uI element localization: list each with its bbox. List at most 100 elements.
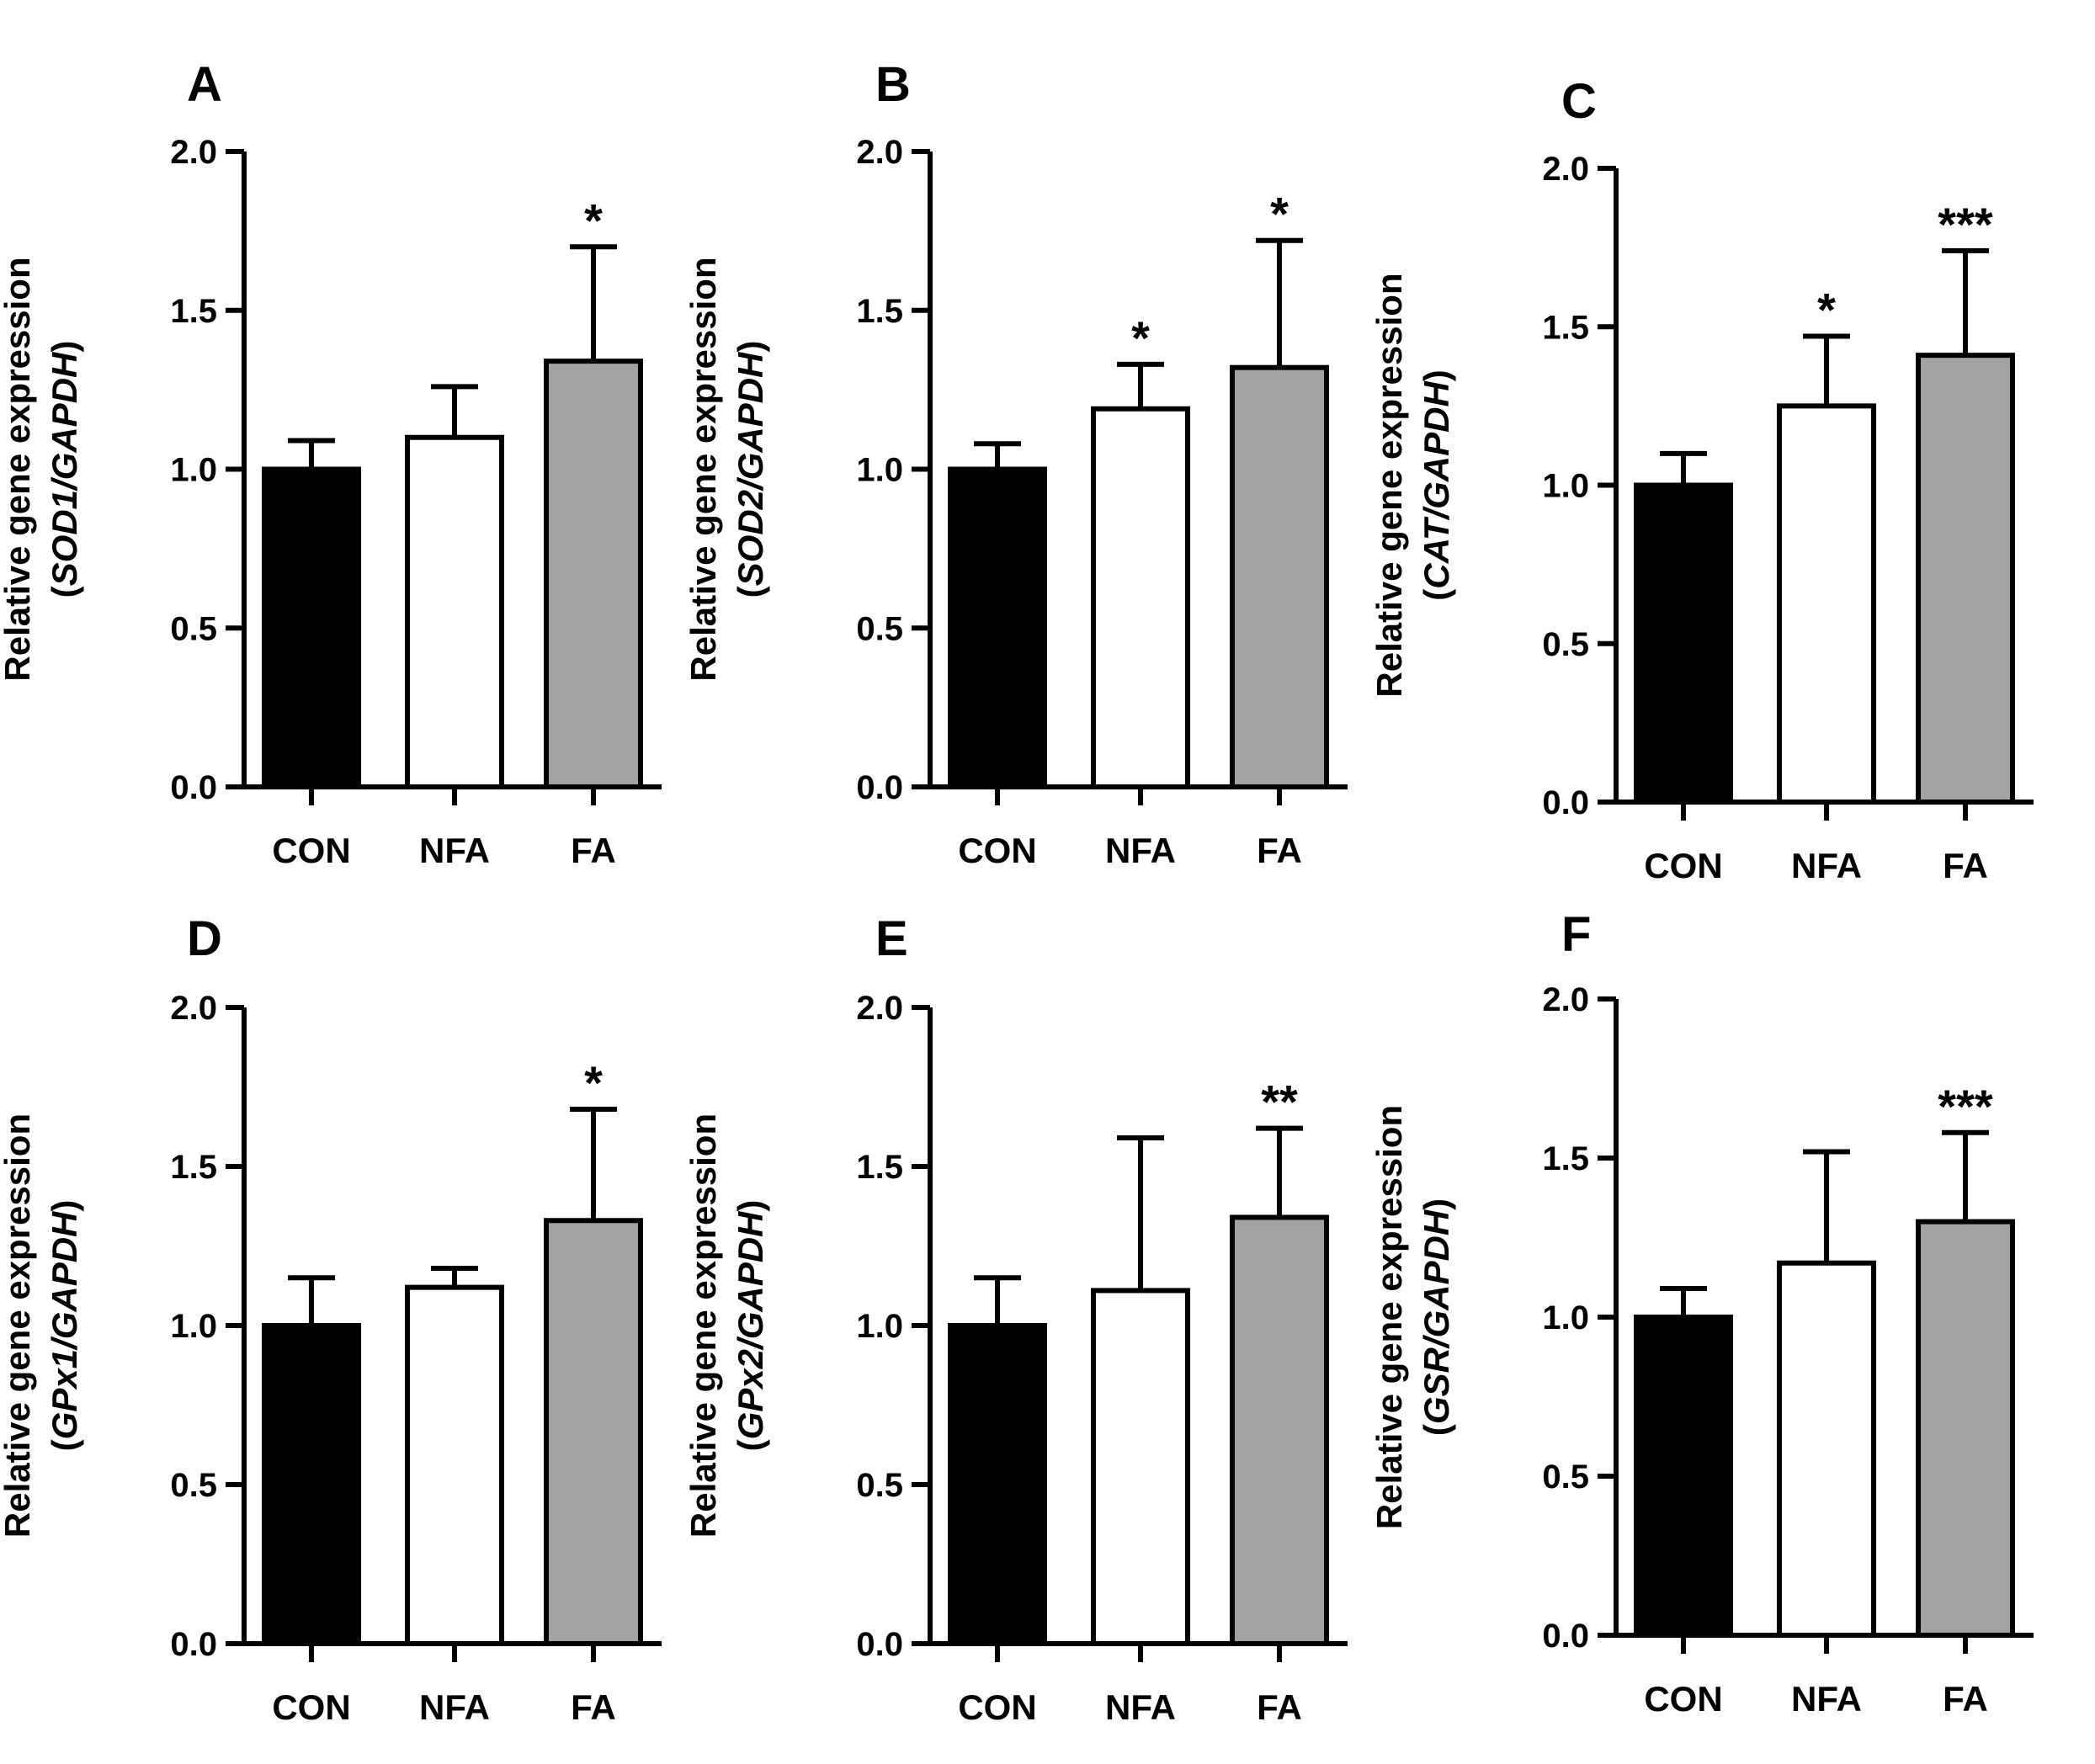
bar-con [262, 1323, 361, 1646]
panel-label: A [187, 57, 222, 112]
y-tick-label: 1.5 [1542, 1140, 1589, 1177]
y-tick-label: 2.0 [856, 990, 903, 1027]
paren-open: ( [1417, 1424, 1456, 1436]
panel-label: E [875, 911, 908, 966]
bar-nfa [1777, 1260, 1876, 1638]
bar-fa [1230, 364, 1329, 789]
x-category-label: CON [958, 1687, 1036, 1727]
bar-fa [544, 359, 643, 789]
panel-label: D [187, 911, 222, 966]
x-category-label: CON [1644, 846, 1722, 885]
x-category-label: FA [1943, 1679, 1988, 1719]
chart-panel-b: B 0.0 0.5 1.0 1.5 2.0 Relative gene expression… [683, 57, 1348, 870]
y-tick-label: 0.0 [856, 1626, 903, 1663]
y-tick-label: 0.0 [1542, 784, 1589, 821]
y-tick-label: 2.0 [170, 990, 217, 1027]
y-tick-label: 2.0 [1542, 981, 1589, 1018]
chart-panel-a: A 0.0 0.5 1.0 1.5 2.0 Relative gene expression… [0, 57, 662, 870]
y-tick-label: 0.5 [1542, 626, 1589, 663]
x-category-label: NFA [1105, 1687, 1176, 1727]
x-category-label: CON [958, 831, 1036, 870]
y-tick-label: 0.5 [170, 610, 217, 647]
y-axis-title: Relative gene expression [1369, 273, 1409, 697]
paren-close: ) [731, 341, 770, 353]
y-tick-label: 1.5 [170, 1149, 217, 1186]
y-axis-subtitle: (SOD2/GAPDH) [731, 341, 770, 598]
y-tick-label: 0.0 [170, 769, 217, 806]
x-category-label: NFA [1791, 1679, 1862, 1719]
y-tick-label: 1.5 [856, 293, 903, 330]
x-category-label: FA [571, 831, 616, 870]
paren-open: ( [1417, 589, 1456, 601]
gene-ratio: GSR/GAPDH [1417, 1209, 1456, 1424]
y-tick-label: 2.0 [856, 134, 903, 171]
y-axis-subtitle: (GSR/GAPDH) [1417, 1198, 1456, 1436]
paren-close: ) [1417, 1198, 1456, 1210]
chart-panel-c: C 0.0 0.5 1.0 1.5 2.0 Relative gene expression… [1369, 74, 2034, 885]
paren-close: ) [731, 1200, 770, 1212]
x-category-label: NFA [1105, 831, 1176, 870]
y-tick-label: 2.0 [1542, 151, 1589, 188]
y-tick-label: 1.0 [856, 1308, 903, 1345]
bar-con [1634, 482, 1733, 805]
bar-con [948, 466, 1047, 789]
y-tick-label: 1.5 [1542, 309, 1589, 346]
significance-marker: *** [1938, 1080, 1993, 1133]
y-axis-subtitle: (CAT/GAPDH) [1417, 369, 1456, 601]
bar-nfa [405, 434, 504, 789]
y-axis-subtitle: (GPx2/GAPDH) [731, 1200, 770, 1452]
y-axis-subtitle: (SOD1/GAPDH) [45, 341, 84, 598]
y-tick-label: 0.0 [856, 769, 903, 806]
significance-marker: * [584, 194, 603, 247]
y-axis-title: Relative gene expression [1369, 1105, 1409, 1529]
paren-open: ( [45, 586, 84, 598]
y-axis-title: Relative gene expression [0, 1113, 37, 1538]
chart-panel-d: D 0.0 0.5 1.0 1.5 2.0 Relative gene expression… [0, 911, 662, 1727]
y-axis-title: Relative gene expression [683, 1113, 723, 1538]
x-category-label: NFA [1791, 846, 1862, 885]
y-axis-title: Relative gene expression [0, 257, 37, 681]
bar-nfa [1091, 406, 1190, 789]
x-category-label: CON [272, 831, 350, 870]
bar-con [948, 1323, 1047, 1646]
y-tick-label: 0.5 [1542, 1458, 1589, 1496]
y-tick-label: 1.0 [1542, 1299, 1589, 1336]
chart-panel-e: E 0.0 0.5 1.0 1.5 2.0 Relative gene expression… [683, 911, 1348, 1727]
bar-fa [1916, 1219, 2015, 1638]
paren-open: ( [731, 586, 770, 598]
y-tick-label: 0.5 [856, 1467, 903, 1504]
gene-ratio: CAT/GAPDH [1417, 380, 1456, 589]
y-tick-label: 1.5 [856, 1149, 903, 1186]
bar-nfa [1777, 403, 1876, 805]
significance-marker: * [1131, 311, 1150, 364]
bar-nfa [1091, 1288, 1190, 1647]
paren-open: ( [731, 1439, 770, 1451]
paren-close: ) [45, 1200, 84, 1212]
significance-marker: *** [1938, 198, 1993, 251]
x-category-label: CON [272, 1687, 350, 1727]
bar-con [262, 466, 361, 789]
y-tick-label: 1.0 [170, 452, 217, 489]
chart-panel-f: F 0.0 0.5 1.0 1.5 2.0 Relative gene expression… [1369, 907, 2034, 1719]
gene-ratio: SOD1/GAPDH [45, 351, 84, 586]
x-category-label: CON [1644, 1679, 1722, 1719]
bar-fa [1916, 353, 2015, 805]
x-category-label: NFA [419, 831, 490, 870]
y-tick-label: 0.5 [170, 1467, 217, 1504]
paren-open: ( [45, 1439, 84, 1451]
gene-ratio: SOD2/GAPDH [731, 351, 770, 586]
paren-close: ) [45, 341, 84, 353]
y-tick-label: 1.0 [856, 452, 903, 489]
x-category-label: FA [1257, 831, 1302, 870]
y-tick-label: 1.0 [1542, 468, 1589, 505]
significance-marker: * [1817, 284, 1836, 337]
bar-nfa [405, 1284, 504, 1646]
y-tick-label: 0.0 [170, 1626, 217, 1663]
x-category-label: FA [1943, 846, 1988, 885]
significance-marker: * [584, 1056, 603, 1109]
panel-label: B [875, 57, 911, 112]
significance-marker: * [1270, 188, 1289, 241]
gene-ratio: GPx1/GAPDH [45, 1210, 84, 1439]
y-tick-label: 1.0 [170, 1308, 217, 1345]
x-category-label: FA [571, 1687, 616, 1727]
